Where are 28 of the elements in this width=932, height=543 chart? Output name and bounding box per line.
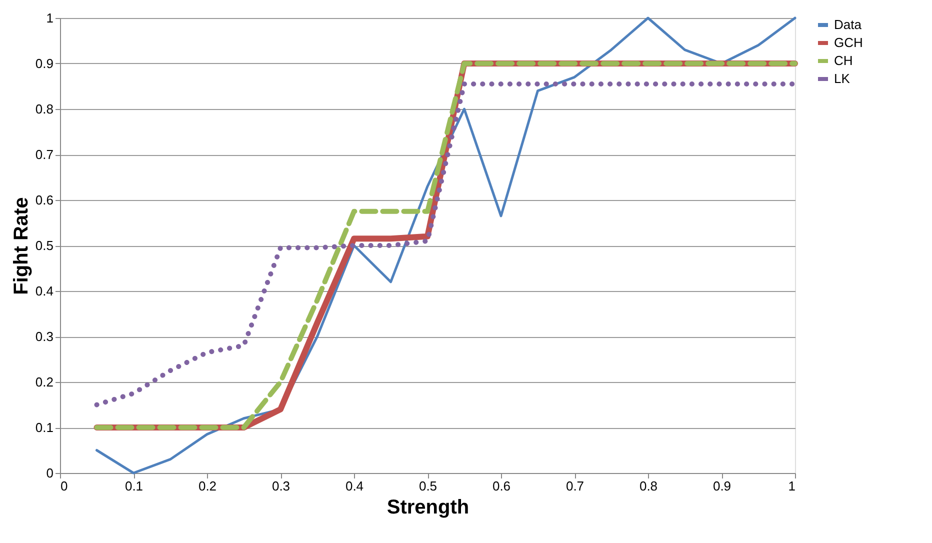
y-tick-label: 0	[46, 466, 54, 480]
x-tick-label: 1	[788, 478, 796, 494]
x-tick-label: 0.5	[418, 478, 438, 494]
legend-label: Data	[834, 17, 862, 32]
y-tick-label: 0.1	[35, 420, 54, 435]
x-tick-label: 0.1	[124, 478, 144, 494]
y-tick-label: 0.8	[35, 102, 54, 116]
x-tick-label: 0.9	[712, 478, 732, 494]
y-tick-label: 0.3	[35, 329, 54, 344]
y-tick-label: 0.5	[35, 238, 54, 253]
x-tick-label: 0.8	[639, 478, 658, 494]
y-tick-label: 0.9	[35, 56, 54, 71]
x-tick-label: 0.3	[272, 478, 290, 494]
x-tick-label: 0.4	[345, 478, 364, 494]
x-tick-label: 0.7	[566, 478, 584, 494]
y-tick-label: 1	[46, 10, 54, 26]
y-axis-title: Fight Rate	[10, 197, 32, 295]
x-axis-title: Strength	[386, 496, 470, 518]
x-tick-label: 0	[60, 478, 68, 494]
x-tick-label: 0.6	[492, 478, 511, 494]
legend-label: LK	[834, 71, 850, 86]
y-tick-label: 0.4	[35, 284, 54, 298]
y-tick-label: 0.6	[35, 192, 54, 208]
y-tick-label: 0.2	[35, 374, 54, 390]
y-tick-label: 0.7	[35, 147, 54, 162]
legend-label: CH	[834, 53, 853, 68]
legend-label: GCH	[834, 35, 863, 50]
x-tick-label: 0.2	[198, 478, 217, 494]
